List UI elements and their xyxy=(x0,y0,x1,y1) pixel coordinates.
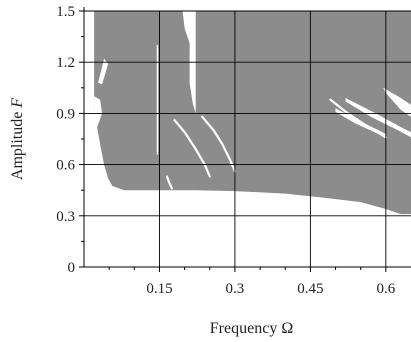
gap-right-strip xyxy=(345,98,411,138)
x-tick-label-3: 0.6 xyxy=(376,281,395,297)
curve-2 xyxy=(201,115,236,173)
curve-3 xyxy=(329,98,387,139)
y-tick-label-3: 0.9 xyxy=(56,106,75,122)
x-tick-label-2: 0.45 xyxy=(297,281,323,297)
axis-layer xyxy=(83,7,411,268)
y-tick-label-2: 0.6 xyxy=(56,158,75,174)
curve-1 xyxy=(173,119,211,178)
y-axis-title-variable: F xyxy=(9,98,26,109)
y-tick-label-5: 1.5 xyxy=(56,4,75,20)
y-tick-label-4: 1.2 xyxy=(56,55,75,71)
x-tick-label-1: 0.3 xyxy=(226,281,245,297)
x-axis-title: Frequency Ω xyxy=(210,320,294,337)
x-tick-label-0: 0.15 xyxy=(146,281,172,297)
gap-layer xyxy=(94,11,411,190)
gap-left-upper xyxy=(98,58,109,85)
y-axis-title: Amplitude F xyxy=(9,98,26,180)
y-tick-label-0: 0 xyxy=(68,260,76,276)
tick-layer: 0.15 0.3 0.45 0.6 0 0.3 0.6 0.9 1.2 1.5 xyxy=(56,4,395,297)
gap-right-upper xyxy=(383,87,411,117)
y-tick-label-1: 0.3 xyxy=(56,209,75,225)
grid-layer xyxy=(84,10,411,267)
gap-left-edge xyxy=(94,96,103,128)
y-axis-title-prefix: Amplitude xyxy=(9,108,26,180)
curve-4 xyxy=(165,175,174,190)
stable-region xyxy=(94,11,411,215)
plot-region-layer xyxy=(94,11,411,215)
